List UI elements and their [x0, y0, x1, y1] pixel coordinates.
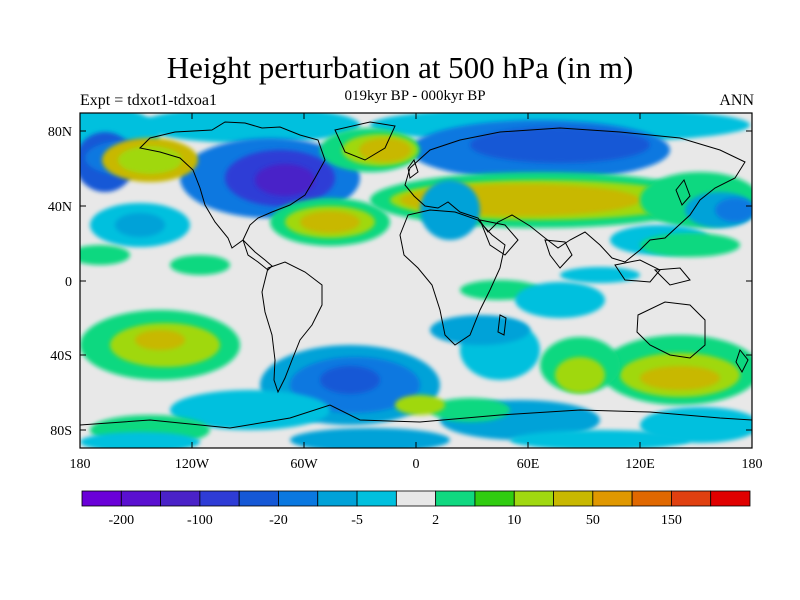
field-contour	[640, 233, 740, 257]
field-contour	[555, 357, 605, 393]
field-contour	[170, 390, 330, 430]
latitude-axis: 80N 40N 0 40S 80S	[48, 125, 752, 439]
lon-tick-label: 120W	[175, 457, 210, 472]
colorbar-label: 10	[507, 513, 521, 528]
coastline	[653, 267, 691, 286]
colorbar-label: -200	[108, 513, 134, 528]
lon-tick-label: 120E	[625, 457, 655, 472]
experiment-label: Expt = tdxot1-tdxoa1	[80, 92, 218, 109]
colorbar-swatch	[120, 490, 161, 507]
colorbar-swatch	[317, 490, 358, 507]
lat-tick-label: 80N	[48, 125, 72, 140]
field-contour	[80, 432, 200, 448]
field-contour	[395, 395, 445, 415]
colorbar-label: 50	[586, 513, 600, 528]
coastline	[404, 127, 746, 263]
colorbar-label: -100	[187, 513, 213, 528]
colorbar-swatch	[199, 490, 240, 507]
field-contour	[255, 164, 315, 196]
field-contour	[515, 282, 605, 318]
coastline	[636, 301, 706, 359]
colorbar-swatch	[160, 490, 201, 507]
field-contour	[420, 180, 480, 240]
colorbar-label: -20	[269, 513, 288, 528]
colorbar-swatch	[435, 490, 476, 507]
colorbar: -200 -100 -20 -5 2 10 50 150	[81, 490, 751, 528]
coastlines	[80, 121, 752, 429]
field-contour	[510, 430, 690, 448]
colorbar-swatch	[631, 490, 672, 507]
field-contour	[470, 127, 650, 163]
season-label: ANN	[719, 92, 754, 109]
chart-title: Height perturbation at 500 hPa (in m)	[166, 50, 634, 85]
colorbar-label: -5	[351, 513, 363, 528]
colorbar-swatch	[671, 490, 712, 507]
coastline	[735, 348, 749, 374]
longitude-axis: 180 120W 60W 0 60E 120E 180	[70, 113, 763, 472]
lon-tick-label: 60W	[290, 457, 318, 472]
field-contour	[300, 211, 360, 233]
coastline	[479, 219, 519, 256]
lon-tick-label: 0	[413, 457, 420, 472]
lat-tick-label: 40N	[48, 200, 72, 215]
field-contour	[115, 213, 165, 237]
colorbar-swatch	[553, 490, 594, 507]
field-contour	[140, 113, 360, 143]
coastline	[399, 209, 506, 346]
field-contour	[560, 267, 640, 283]
field-contour	[640, 366, 720, 390]
coastline	[80, 404, 752, 429]
colorbar-swatch	[395, 490, 437, 507]
colorbar-swatch	[356, 490, 397, 507]
lat-tick-label: 0	[65, 275, 72, 290]
field-contour	[430, 315, 530, 345]
coastline	[675, 179, 691, 206]
coastline	[497, 314, 507, 336]
field-contour	[715, 198, 752, 222]
map-field	[80, 113, 752, 448]
colorbar-label: 2	[432, 513, 439, 528]
field-contour	[118, 146, 182, 174]
coastline	[614, 259, 661, 283]
lon-tick-label: 180	[70, 457, 91, 472]
colorbar-swatch	[81, 490, 122, 507]
colorbar-swatch	[278, 490, 319, 507]
lat-tick-label: 80S	[50, 424, 72, 439]
coastline	[242, 239, 273, 271]
colorbar-swatch	[710, 490, 751, 507]
lon-tick-label: 180	[742, 457, 763, 472]
colorbar-swatch	[592, 490, 633, 507]
field-contour	[320, 366, 380, 394]
chart-subtitle: 019kyr BP - 000kyr BP	[344, 88, 486, 104]
coastline	[407, 158, 419, 179]
coastline	[138, 121, 326, 249]
lat-tick-label: 40S	[50, 349, 72, 364]
colorbar-swatch	[238, 490, 279, 507]
field-contour	[170, 255, 230, 275]
lon-tick-label: 60E	[517, 457, 540, 472]
field-contour	[80, 245, 130, 265]
colorbar-label: 150	[661, 513, 682, 528]
field-contour	[135, 330, 185, 350]
colorbar-swatch	[513, 490, 554, 507]
colorbar-swatch	[474, 490, 515, 507]
coastline	[544, 239, 573, 269]
coastline	[334, 121, 396, 161]
field-contour	[290, 428, 450, 448]
coastline	[261, 261, 323, 394]
